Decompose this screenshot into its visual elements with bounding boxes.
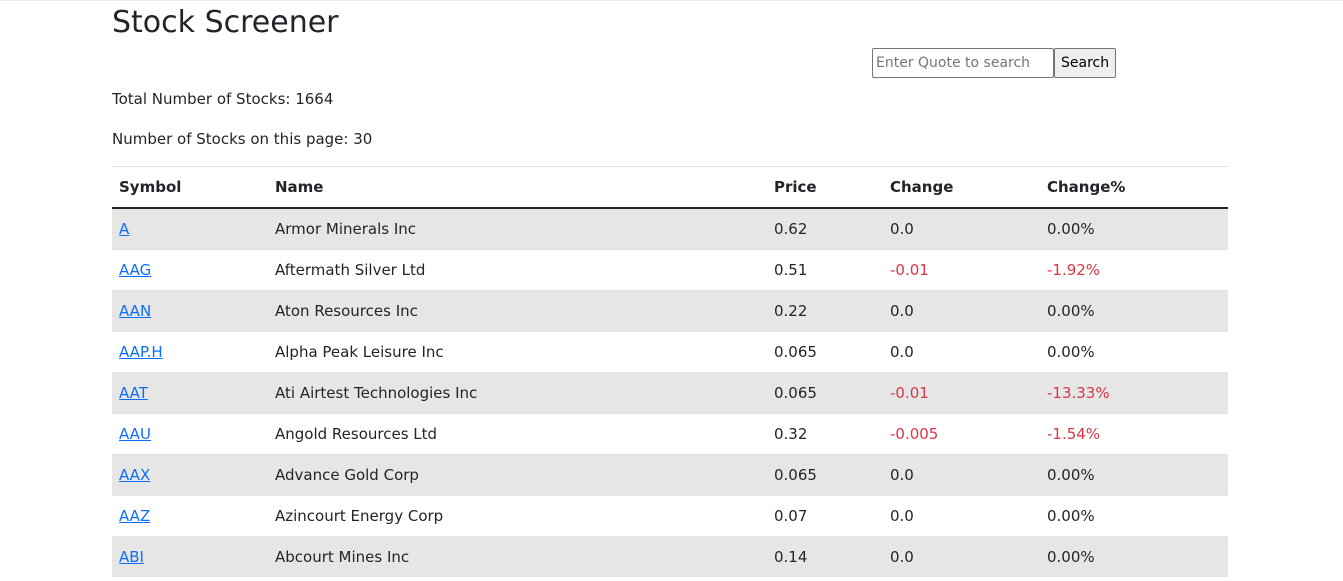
change-percent-cell: 0.00%: [1040, 331, 1228, 373]
symbol-cell: AAG: [112, 249, 268, 291]
name-cell: Aton Resources Inc: [268, 290, 767, 332]
change-cell: -0.01: [883, 372, 1040, 414]
table-row: AAU Angold Resources Ltd 0.32 -0.005 -1.…: [112, 413, 1228, 455]
table-row: AAX Advance Gold Corp 0.065 0.0 0.00%: [112, 454, 1228, 496]
page-title: Stock Screener: [112, 5, 339, 40]
symbol-cell: A: [112, 207, 268, 250]
name-cell: Angold Resources Ltd: [268, 413, 767, 455]
page-stocks-count: Number of Stocks on this page: 30: [112, 130, 373, 148]
symbol-link[interactable]: AAX: [119, 466, 151, 484]
price-cell: 0.14: [767, 536, 883, 577]
total-stocks-count: Total Number of Stocks: 1664: [112, 90, 334, 108]
symbol-cell: AAZ: [112, 495, 268, 537]
change-cell: 0.0: [883, 454, 1040, 496]
search-input[interactable]: [872, 48, 1054, 78]
change-percent-cell: 0.00%: [1040, 495, 1228, 537]
symbol-cell: AAU: [112, 413, 268, 455]
stocks-table: Symbol Name Price Change Change% A Armor…: [112, 167, 1228, 577]
change-percent-cell: -1.92%: [1040, 249, 1228, 291]
name-cell: Advance Gold Corp: [268, 454, 767, 496]
column-header-name: Name: [268, 167, 767, 209]
name-cell: Aftermath Silver Ltd: [268, 249, 767, 291]
table-row: AAN Aton Resources Inc 0.22 0.0 0.00%: [112, 290, 1228, 332]
price-cell: 0.065: [767, 454, 883, 496]
price-cell: 0.32: [767, 413, 883, 455]
table-row: AAP.H Alpha Peak Leisure Inc 0.065 0.0 0…: [112, 331, 1228, 373]
name-cell: Abcourt Mines Inc: [268, 536, 767, 577]
change-cell: 0.0: [883, 495, 1040, 537]
table-row: ABI Abcourt Mines Inc 0.14 0.0 0.00%: [112, 536, 1228, 577]
divider: [112, 166, 1228, 167]
change-cell: -0.005: [883, 413, 1040, 455]
name-cell: Azincourt Energy Corp: [268, 495, 767, 537]
change-cell: 0.0: [883, 536, 1040, 577]
column-header-price: Price: [767, 167, 883, 209]
price-cell: 0.065: [767, 372, 883, 414]
top-border: [0, 0, 1343, 1]
name-cell: Alpha Peak Leisure Inc: [268, 331, 767, 373]
table-row: AAG Aftermath Silver Ltd 0.51 -0.01 -1.9…: [112, 249, 1228, 291]
change-percent-cell: -1.54%: [1040, 413, 1228, 455]
symbol-link[interactable]: ABI: [119, 548, 144, 566]
header-row: Symbol Name Price Change Change%: [112, 167, 1228, 209]
price-cell: 0.62: [767, 207, 883, 250]
symbol-link[interactable]: AAP.H: [119, 343, 163, 361]
column-header-symbol: Symbol: [112, 167, 268, 209]
table-header: Symbol Name Price Change Change%: [112, 167, 1228, 209]
symbol-cell: AAN: [112, 290, 268, 332]
table-row: A Armor Minerals Inc 0.62 0.0 0.00%: [112, 207, 1228, 250]
change-cell: -0.01: [883, 249, 1040, 291]
search-form: Search: [872, 48, 1117, 78]
symbol-cell: AAX: [112, 454, 268, 496]
symbol-link[interactable]: AAT: [119, 384, 148, 402]
table-row: AAT Ati Airtest Technologies Inc 0.065 -…: [112, 372, 1228, 414]
name-cell: Ati Airtest Technologies Inc: [268, 372, 767, 414]
name-cell: Armor Minerals Inc: [268, 207, 767, 250]
change-cell: 0.0: [883, 207, 1040, 250]
symbol-link[interactable]: A: [119, 220, 130, 238]
symbol-link[interactable]: AAN: [119, 302, 152, 320]
table-body: A Armor Minerals Inc 0.62 0.0 0.00% AAG …: [112, 207, 1228, 577]
symbol-link[interactable]: AAG: [119, 261, 152, 279]
price-cell: 0.51: [767, 249, 883, 291]
symbol-cell: AAP.H: [112, 331, 268, 373]
symbol-link[interactable]: AAZ: [119, 507, 151, 525]
symbol-link[interactable]: AAU: [119, 425, 151, 443]
price-cell: 0.07: [767, 495, 883, 537]
price-cell: 0.22: [767, 290, 883, 332]
change-percent-cell: 0.00%: [1040, 536, 1228, 577]
price-cell: 0.065: [767, 331, 883, 373]
table-row: AAZ Azincourt Energy Corp 0.07 0.0 0.00%: [112, 495, 1228, 537]
change-cell: 0.0: [883, 290, 1040, 332]
change-percent-cell: -13.33%: [1040, 372, 1228, 414]
change-cell: 0.0: [883, 331, 1040, 373]
symbol-cell: ABI: [112, 536, 268, 577]
column-header-change-percent: Change%: [1040, 167, 1228, 209]
symbol-cell: AAT: [112, 372, 268, 414]
change-percent-cell: 0.00%: [1040, 454, 1228, 496]
column-header-change: Change: [883, 167, 1040, 209]
change-percent-cell: 0.00%: [1040, 207, 1228, 250]
change-percent-cell: 0.00%: [1040, 290, 1228, 332]
search-button[interactable]: Search: [1054, 48, 1117, 78]
